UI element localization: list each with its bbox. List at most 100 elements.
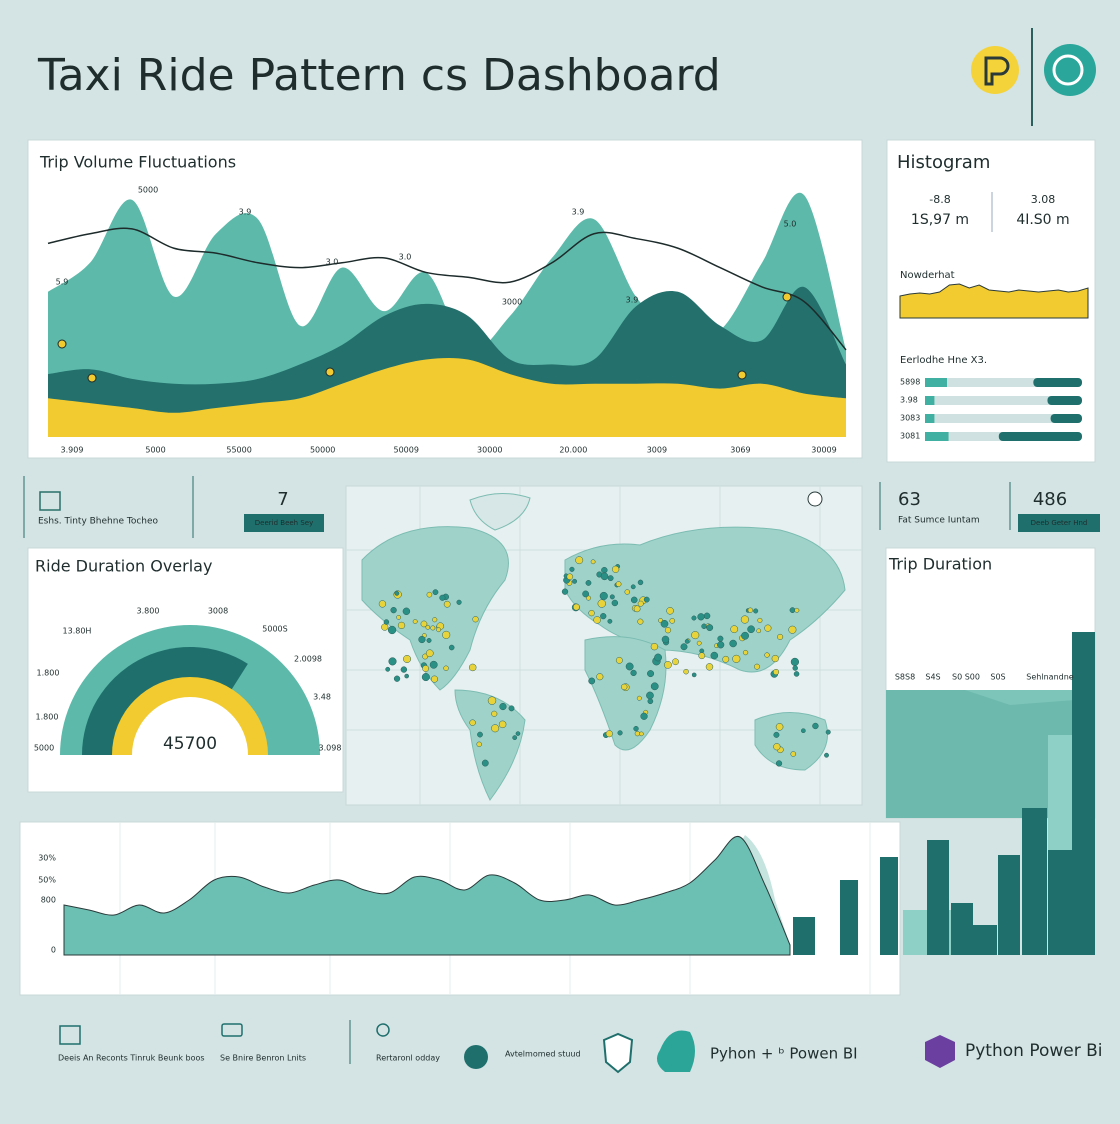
map-dot [630,596,638,604]
duration-label: S0 S00 [952,673,980,682]
map-dot [588,677,596,685]
annotation: 3.9 [239,208,252,217]
bar [998,855,1020,955]
map-dot [703,612,711,620]
footer-label: Rertaronl odday [376,1054,440,1063]
map-dot [491,724,500,733]
panel-title: Histogram [897,152,990,173]
logo[interactable] [971,46,1019,94]
map-dot [421,673,430,682]
map-dot [639,731,644,737]
map-dot [404,673,409,679]
map-dot [666,607,674,615]
panel-title: Trip Duration [888,555,992,574]
map-dot [426,637,432,643]
gauge-tick-label: 3.800 [137,607,160,616]
map-dot [612,565,620,573]
y-tick-label: 30% [38,854,56,863]
map-dot [588,609,595,617]
map-dot [740,615,749,624]
map-dot [696,640,702,646]
footer-label: Avtelmomed stuud [505,1050,581,1059]
bar-share [1033,378,1082,387]
map-dot [660,619,669,628]
kpi-button[interactable] [1018,514,1100,532]
kpi-button-label[interactable]: Deeb Geter Hnd [1031,519,1088,527]
map-dot [403,655,412,663]
map-dot [397,621,406,630]
map-dot [794,607,800,613]
map-dot [754,663,760,670]
kpi-button[interactable] [244,514,324,532]
sparkline-label: Nowderhat [900,270,955,281]
map-dot [597,599,606,608]
map-dot [775,760,783,767]
brand-logo [656,1030,695,1072]
map-dot [499,702,507,711]
stat-label: -8.8 [929,193,950,206]
map-dot [650,682,659,691]
duration-label: S0S [990,673,1005,682]
map-dot [654,653,662,662]
map-dot [572,578,578,584]
map-dot [664,627,672,634]
map-dot [669,618,676,624]
map-dot [426,591,433,598]
annotation: 3.9 [626,296,639,305]
map-dot [508,705,515,712]
map-dot [722,655,730,663]
map-dot [764,624,772,632]
duration-label: S4S [925,673,940,682]
map-dot [633,725,639,732]
x-tick-label: 50000 [310,446,335,455]
map-dot [630,584,636,590]
kpi-button-label[interactable]: Deerid Beeh Sey [255,519,313,527]
bars-title: Eerlodhe Hne X3. [900,355,987,366]
area [63,835,791,956]
point-marker [87,373,97,383]
map-dot [430,625,436,631]
annotation: 5000 [138,186,158,195]
map-dot [801,728,806,734]
bar [1048,850,1072,955]
map-dot [512,735,518,741]
map-dot [790,751,797,757]
logo-glyph [1052,54,1084,86]
map-dot [615,656,623,664]
bar [880,857,898,955]
map-dot [621,683,628,691]
map-dot [772,668,780,676]
map-dot [575,556,584,565]
map-dot [698,652,706,660]
map-dot [634,731,641,737]
map-dot [477,731,483,738]
map-dot [730,625,739,634]
stat-value: 1S,97 m [911,212,969,228]
map-dot [412,619,418,624]
map-dot [491,710,498,717]
gauge-tick-label: 5000S [262,625,287,634]
map-dot [611,599,619,607]
map-dot [420,620,428,628]
bar-label: 5898 [900,378,920,387]
map-dot [600,572,609,581]
map-dot [790,657,800,667]
bar-accent [925,396,935,405]
map-dot [732,654,741,663]
footer-label: Deeis An Reconts Tinruk Beunk boos [58,1054,205,1063]
point-marker [325,367,335,377]
map-dot [422,665,430,672]
map-dot [609,594,615,600]
logo[interactable] [1044,44,1096,96]
y-tick-label: 0 [51,946,56,955]
x-tick-label: 3069 [730,446,750,455]
map-control[interactable] [807,491,823,507]
bar-track [925,396,1082,405]
map-dot [442,630,451,639]
map-dot [757,617,763,623]
map-dot [747,607,754,613]
kpi-label: Fat Sumce Iuntam [898,516,980,526]
annotation: 3.9 [572,208,585,217]
map-dot [585,595,592,601]
map-dot [637,618,644,625]
